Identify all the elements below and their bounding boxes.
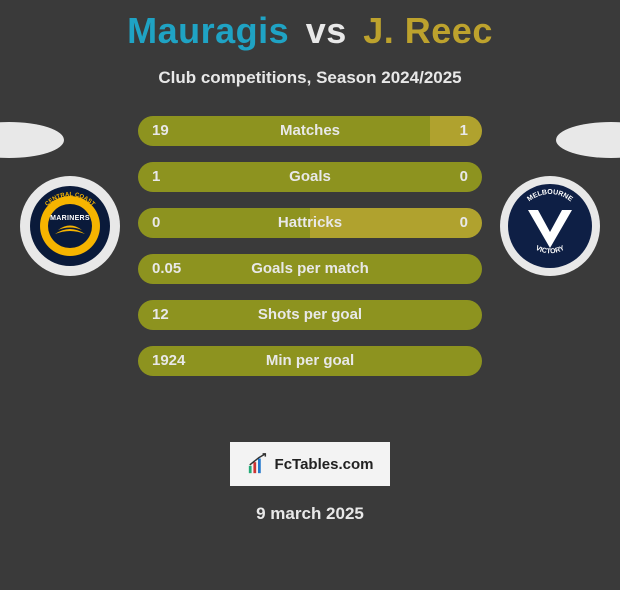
player1-club-badge: MARINERS CENTRAL COAST	[20, 176, 120, 276]
fctables-watermark: FcTables.com	[230, 442, 390, 486]
stat-bar-row: 19 Matches 1	[138, 116, 482, 146]
stat-label: Goals	[289, 162, 331, 192]
stat-value-right: 1	[460, 116, 468, 146]
stat-label: Min per goal	[266, 346, 354, 376]
stat-value-left: 12	[152, 300, 169, 330]
player2-name: J. Reec	[363, 10, 493, 51]
player2-club-badge: MELBOURNE VICTORY	[500, 176, 600, 276]
stat-value-right: 0	[460, 208, 468, 238]
stat-label: Matches	[280, 116, 340, 146]
fctables-text: FcTables.com	[275, 456, 374, 473]
stat-value-left: 19	[152, 116, 169, 146]
victory-badge-icon: MELBOURNE VICTORY	[500, 176, 600, 276]
stat-bar-right-segment	[430, 116, 482, 146]
comparison-stage: MARINERS CENTRAL COAST MELBOURNE VICTORY…	[0, 116, 620, 436]
stat-value-left: 1924	[152, 346, 185, 376]
stat-bar-row: 12 Shots per goal	[138, 300, 482, 330]
player1-name: Mauragis	[127, 10, 289, 51]
comparison-title: Mauragis vs J. Reec	[0, 10, 620, 52]
date-text: 9 march 2025	[0, 504, 620, 524]
player2-shadow	[556, 122, 620, 158]
stat-bar-row: 1924 Min per goal	[138, 346, 482, 376]
stat-bar-row: 0 Hattricks 0	[138, 208, 482, 238]
player1-shadow	[0, 122, 64, 158]
stat-value-left: 0.05	[152, 254, 181, 284]
vs-text: vs	[306, 10, 347, 51]
stat-label: Hattricks	[278, 208, 342, 238]
stat-label: Shots per goal	[258, 300, 362, 330]
fctables-logo-icon	[247, 453, 269, 475]
stat-value-right: 0	[460, 162, 468, 192]
stat-bar-row: 0.05 Goals per match	[138, 254, 482, 284]
stat-bar-row: 1 Goals 0	[138, 162, 482, 192]
stat-value-left: 0	[152, 208, 160, 238]
stat-value-left: 1	[152, 162, 160, 192]
mariners-badge-icon: MARINERS CENTRAL COAST	[20, 176, 120, 276]
stat-bars-container: 19 Matches 1 1 Goals 0 0 Hattricks 0 0.05 Goals pe…	[138, 116, 482, 392]
stat-label: Goals per match	[251, 254, 369, 284]
svg-text:MARINERS: MARINERS	[50, 215, 90, 222]
subtitle: Club competitions, Season 2024/2025	[0, 68, 620, 88]
